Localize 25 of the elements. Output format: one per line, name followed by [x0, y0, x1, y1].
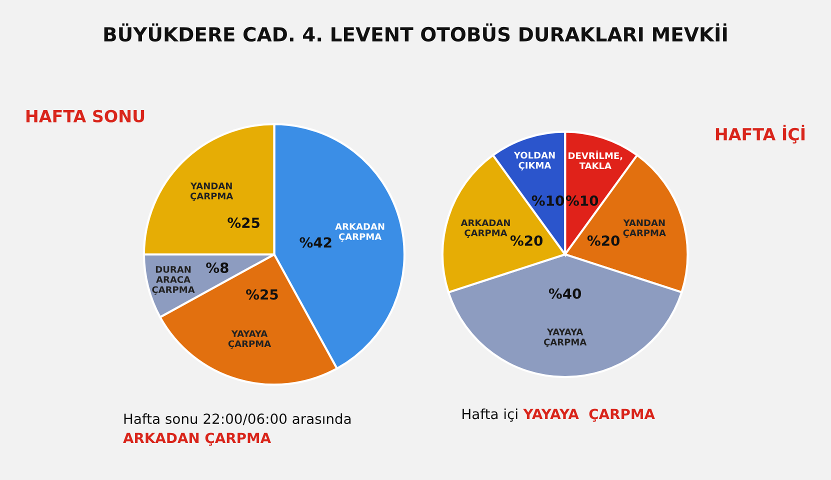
data-label: %8 [206, 262, 228, 274]
chart-title: BÜYÜKDERE CAD. 4. LEVENT OTOBÜS DURAKLARI MEVKİİ [104, 23, 727, 42]
slice-label: DEVRİLME, TAKLA [568, 150, 622, 170]
text: HAFTA İÇİ [716, 124, 805, 144]
slice-label: ARKADAN ÇARPMA [460, 219, 510, 238]
slice-label: DURAN ARACA ÇARPMA [152, 266, 195, 295]
slice-label: YANDAN ÇARPMA [623, 219, 666, 238]
text: ARKADAN ÇARPMA [123, 432, 271, 446]
slice-label: YAYAYA ÇARPMA [228, 330, 272, 349]
data-label: %42 [300, 237, 332, 248]
slice-label: YAYAYA ÇARPMA [544, 328, 587, 348]
data-label: %25 [228, 218, 260, 228]
data-label: %10 [532, 195, 564, 206]
data-label: %25 [246, 289, 278, 300]
data-label: %10 [566, 195, 598, 206]
data-label: %40 [548, 288, 582, 299]
slice-label: ARKADAN ÇARPMA [335, 223, 384, 242]
data-label: %20 [587, 235, 620, 246]
slice-label: YOLDAN ÇIKMA [514, 152, 555, 170]
data-label: %20 [510, 235, 543, 246]
slice-label: YANDAN ÇARPMA [190, 182, 234, 202]
text: Hafta içi [462, 408, 518, 422]
text: Hafta sonu 22:00/06:00 arasında [124, 413, 351, 426]
chart-subtitle: HAFTA SONU [26, 110, 144, 122]
text: YAYAYA ÇARPMA [523, 408, 655, 422]
